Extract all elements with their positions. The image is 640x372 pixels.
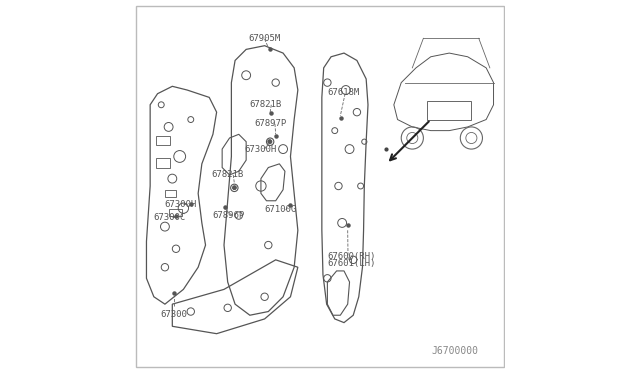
- Text: 67897P: 67897P: [254, 119, 287, 128]
- Text: 67600(RH): 67600(RH): [328, 251, 376, 261]
- Text: 67100G: 67100G: [264, 205, 297, 215]
- Circle shape: [232, 186, 236, 190]
- Text: 67601(LH): 67601(LH): [328, 259, 376, 268]
- Circle shape: [268, 140, 272, 144]
- Text: 67821B: 67821B: [249, 100, 282, 109]
- Text: 67300H: 67300H: [244, 145, 276, 154]
- Text: J6700000: J6700000: [432, 346, 479, 356]
- Text: 67896P: 67896P: [212, 211, 244, 220]
- Text: 67905M: 67905M: [248, 34, 280, 43]
- Text: 67300: 67300: [161, 310, 188, 319]
- Text: 67300C: 67300C: [153, 213, 186, 222]
- Text: 67618M: 67618M: [328, 88, 360, 97]
- Text: 67300H: 67300H: [164, 200, 196, 209]
- Text: 67821B: 67821B: [211, 170, 243, 179]
